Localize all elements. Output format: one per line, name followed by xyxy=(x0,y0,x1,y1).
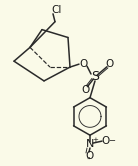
Text: O: O xyxy=(102,136,110,146)
Text: +: + xyxy=(92,137,98,143)
Text: −: − xyxy=(108,136,116,145)
Text: O: O xyxy=(85,151,93,161)
Text: ": " xyxy=(86,156,90,165)
Text: O: O xyxy=(79,59,87,69)
Text: N: N xyxy=(86,139,94,149)
Text: O: O xyxy=(81,85,89,95)
Text: S: S xyxy=(91,71,99,83)
Text: O: O xyxy=(106,59,114,69)
Text: Cl: Cl xyxy=(52,5,62,15)
